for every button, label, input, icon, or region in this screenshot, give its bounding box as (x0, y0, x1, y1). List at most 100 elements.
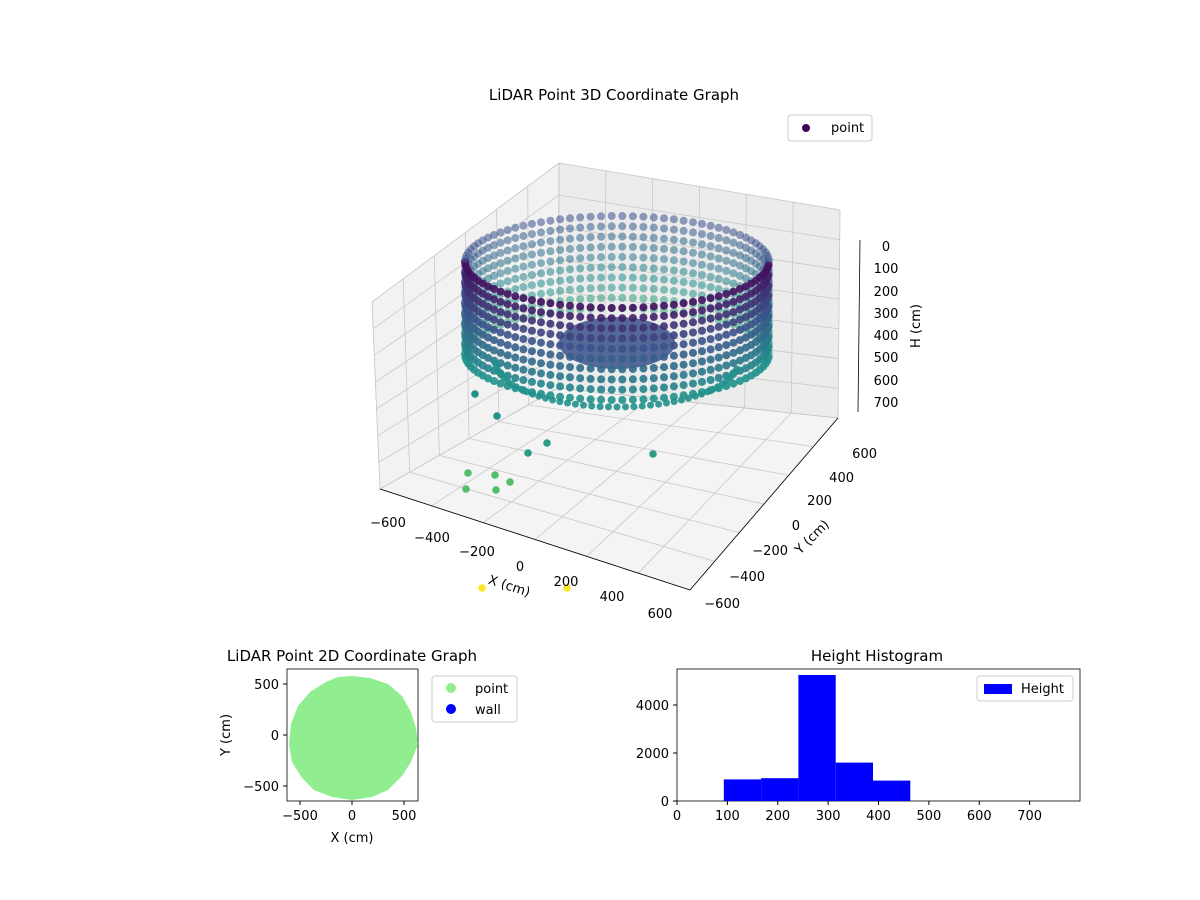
data-point (511, 322, 520, 331)
data-point (537, 279, 545, 288)
data-point (669, 300, 678, 309)
data-point (660, 285, 668, 294)
point-cloud (461, 212, 773, 592)
data-point (511, 234, 520, 242)
data-point (576, 333, 585, 342)
data-point (519, 355, 528, 364)
data-point (714, 322, 723, 331)
data-point (698, 316, 706, 325)
z-tick-label: 400 (874, 329, 899, 344)
data-point (628, 344, 637, 353)
data-point (586, 294, 595, 303)
data-point (496, 238, 505, 247)
data-point (503, 277, 512, 286)
data-point (519, 252, 528, 261)
data-point (669, 362, 678, 370)
data-point (597, 294, 606, 302)
data-point (511, 292, 520, 301)
data-point (669, 286, 678, 295)
data-point (628, 232, 637, 241)
data-point (729, 359, 738, 368)
data-point (537, 328, 545, 337)
x-tick-label: 100 (715, 809, 740, 824)
outlier-point (493, 412, 501, 420)
data-point (496, 328, 505, 337)
legend-3d-frame (787, 114, 873, 142)
data-point (714, 264, 723, 273)
x-ticks-histogram: 0 100 200 300 400 500 600 700 (673, 801, 1042, 824)
data-point (528, 337, 536, 345)
data-point (496, 269, 505, 278)
data-point (597, 283, 606, 292)
data-point (714, 363, 723, 372)
z-tick-label: 500 (874, 351, 899, 366)
data-point (537, 289, 545, 298)
data-point (679, 360, 688, 369)
data-point (556, 225, 565, 234)
data-point (519, 314, 528, 323)
data-point (628, 314, 637, 322)
data-point (586, 354, 595, 363)
data-point (628, 263, 637, 272)
data-point (556, 286, 565, 295)
y-tick-label: 500 (254, 678, 279, 693)
data-point (729, 287, 738, 296)
histogram-bar (761, 778, 799, 801)
data-point (537, 369, 545, 378)
data-point (597, 253, 606, 262)
data-point (511, 274, 520, 283)
data-point (576, 384, 585, 393)
histogram-bar (723, 779, 762, 801)
data-point (660, 373, 668, 382)
data-point (576, 353, 585, 362)
data-point (639, 364, 648, 373)
data-point (698, 219, 706, 228)
x-tick-label: 0 (348, 809, 356, 824)
chart-3d-title: LiDAR Point 3D Coordinate Graph (489, 86, 739, 104)
x-tick-label: 200 (765, 809, 790, 824)
data-point (503, 300, 512, 309)
data-point (722, 290, 731, 298)
outlier-point (506, 478, 514, 486)
data-point (714, 312, 723, 321)
data-point (519, 376, 528, 384)
outlier-point (464, 469, 472, 477)
outlier-point (491, 471, 499, 479)
data-point (519, 242, 528, 251)
data-point (546, 278, 555, 286)
data-point (714, 343, 723, 352)
data-point (537, 297, 545, 306)
data-point (566, 275, 574, 284)
histogram-title: Height Histogram (811, 647, 943, 665)
outlier-point (471, 390, 479, 398)
data-point (537, 269, 545, 278)
data-point (649, 374, 658, 383)
data-point (586, 334, 595, 342)
data-point (566, 265, 574, 274)
chart-2d: LiDAR Point 2D Coordinate Graph −500 0 5… (219, 647, 518, 846)
chart-2d-title: LiDAR Point 2D Coordinate Graph (227, 647, 477, 665)
outlier-point (478, 584, 486, 592)
data-point (576, 364, 585, 372)
outlier-point (524, 449, 532, 457)
data-point (669, 225, 678, 234)
data-point (490, 251, 498, 260)
data-point (689, 359, 697, 368)
data-point (528, 250, 536, 259)
data-point (706, 294, 715, 303)
grid-line (377, 323, 559, 436)
data-point (618, 324, 627, 333)
data-point (736, 346, 744, 355)
data-point (660, 352, 668, 361)
data-point (655, 400, 663, 408)
data-point (556, 310, 565, 319)
data-point (586, 385, 595, 394)
data-point (689, 369, 697, 378)
data-point (556, 215, 565, 224)
outlier-point (462, 485, 470, 493)
data-point (528, 316, 536, 325)
data-point (528, 377, 536, 386)
data-point (649, 223, 658, 232)
data-point (669, 215, 678, 224)
data-point (586, 274, 595, 282)
